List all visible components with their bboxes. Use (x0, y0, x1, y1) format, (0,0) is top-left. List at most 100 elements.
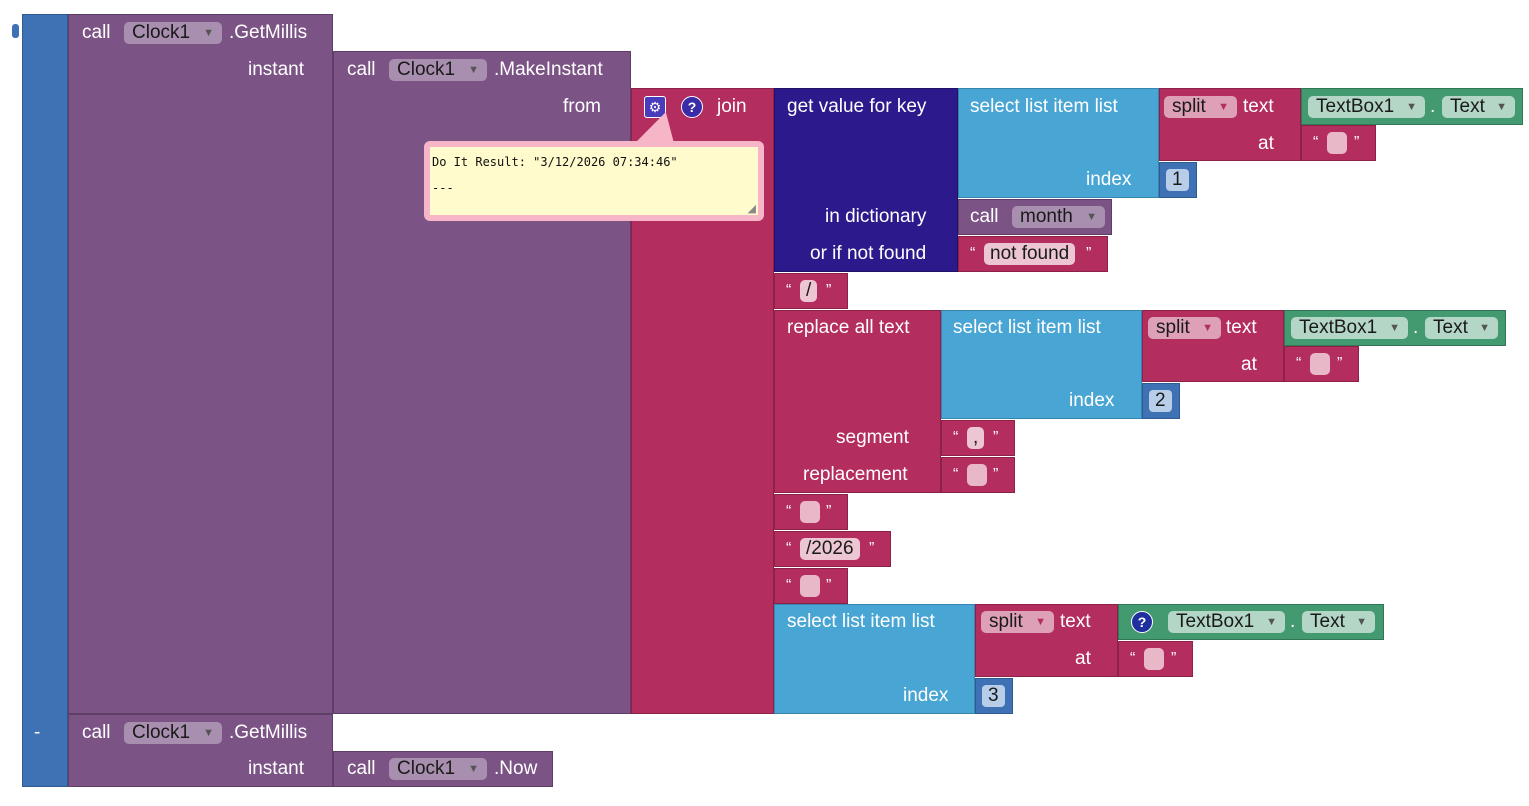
open-quote: “ (1296, 355, 1302, 372)
property-dropdown-text[interactable]: Text ▼ (1425, 317, 1498, 339)
string-value-empty[interactable] (967, 464, 987, 486)
open-quote: “ (953, 429, 959, 446)
join-label: join (717, 96, 747, 117)
select-list-label: select list item list (787, 611, 935, 632)
do-it-result-text: Do It Result: "3/12/2026 07:34:46" (432, 155, 678, 169)
property-dropdown-text[interactable]: Text ▼ (1442, 96, 1515, 118)
method-label: .MakeInstant (494, 59, 603, 80)
string-value-space[interactable] (800, 575, 820, 597)
dot-label: . (1413, 317, 1419, 338)
close-quote: ” (993, 429, 999, 446)
open-quote: “ (1313, 134, 1319, 151)
text-label: text (1226, 317, 1257, 338)
component-dropdown-clock1[interactable]: Clock1 ▼ (124, 22, 222, 44)
open-quote: “ (786, 503, 792, 520)
at-label: at (1258, 133, 1274, 154)
help-icon[interactable]: ? (681, 96, 703, 118)
number-value[interactable]: 3 (982, 685, 1005, 707)
chevron-down-icon: ▼ (1356, 616, 1367, 628)
chevron-down-icon: ▼ (1035, 616, 1046, 628)
call-label: call (347, 758, 376, 779)
close-quote: ” (1337, 355, 1343, 372)
close-quote: ” (1354, 134, 1360, 151)
string-value-comma[interactable]: , (967, 427, 985, 449)
select-list-label: select list item list (953, 317, 1101, 338)
dot-label: . (1290, 611, 1296, 632)
component-dropdown-textbox1[interactable]: TextBox1 ▼ (1168, 611, 1285, 633)
minus-operator: - (34, 722, 41, 743)
component-dropdown-textbox1[interactable]: TextBox1 ▼ (1308, 96, 1425, 118)
get-millis-block-1[interactable] (68, 14, 333, 714)
component-dropdown-clock1[interactable]: Clock1 ▼ (124, 722, 222, 744)
select-list-item-block-3[interactable] (774, 604, 975, 714)
clock-now-block[interactable] (333, 751, 553, 787)
gear-icon[interactable]: ⚙ (644, 96, 666, 118)
call-label: call (82, 22, 111, 43)
dot-label: . (1430, 96, 1436, 117)
string-value-year[interactable]: /2026 (800, 538, 860, 560)
index-label: index (1086, 169, 1132, 190)
string-value-slash[interactable]: / (800, 280, 818, 302)
replacement-label: replacement (803, 464, 908, 485)
procedure-dropdown-month[interactable]: month ▼ (1012, 206, 1105, 228)
string-value-not-found[interactable]: not found (984, 243, 1076, 265)
number-value[interactable]: 2 (1149, 390, 1172, 412)
open-quote: “ (1130, 650, 1136, 667)
chevron-down-icon: ▼ (468, 64, 479, 76)
replace-all-label: replace all text (787, 317, 910, 338)
resize-handle-icon[interactable]: ◢ (747, 203, 756, 215)
chevron-down-icon: ▼ (1218, 101, 1229, 113)
component-dropdown-textbox1[interactable]: TextBox1 ▼ (1291, 317, 1408, 339)
method-label: .GetMillis (229, 722, 308, 743)
string-block-space[interactable] (1118, 641, 1193, 677)
replace-all-block[interactable] (774, 310, 941, 493)
number-value[interactable]: 1 (1166, 169, 1189, 191)
do-it-result-separator: --- (432, 181, 454, 195)
open-quote: “ (786, 540, 792, 557)
method-label: .GetMillis (229, 22, 308, 43)
instant-label: instant (248, 59, 304, 80)
open-quote: “ (786, 282, 792, 299)
text-label: text (1060, 611, 1091, 632)
help-icon[interactable]: ? (1131, 611, 1153, 633)
component-dropdown-clock1[interactable]: Clock1 ▼ (389, 59, 487, 81)
select-list-item-block-2[interactable] (941, 310, 1142, 419)
select-list-label: select list item list (970, 96, 1118, 117)
chevron-down-icon: ▼ (203, 27, 214, 39)
call-label: call (82, 722, 111, 743)
chevron-down-icon: ▼ (203, 727, 214, 739)
call-label: call (347, 59, 376, 80)
do-it-result-bubble[interactable]: Do It Result: "3/12/2026 07:34:46" --- ◢ (424, 141, 764, 221)
dict-lookup-block[interactable] (774, 88, 958, 272)
subtract-block[interactable] (22, 14, 68, 787)
close-quote: ” (826, 282, 832, 299)
in-dictionary-label: in dictionary (825, 206, 927, 227)
split-dropdown[interactable]: split ▼ (981, 611, 1054, 633)
close-quote: ” (1086, 245, 1092, 262)
select-list-item-block-1[interactable] (958, 88, 1159, 198)
chevron-down-icon: ▼ (1266, 616, 1277, 628)
property-dropdown-text[interactable]: Text ▼ (1302, 611, 1375, 633)
split-dropdown[interactable]: split ▼ (1148, 317, 1221, 339)
close-quote: ” (869, 540, 875, 557)
split-dropdown[interactable]: split ▼ (1164, 96, 1237, 118)
chevron-down-icon: ▼ (1086, 211, 1097, 223)
chevron-down-icon: ▼ (1496, 101, 1507, 113)
segment-label: segment (836, 427, 909, 448)
call-month-block[interactable] (958, 199, 1112, 235)
close-quote: ” (993, 466, 999, 483)
get-millis-block-2[interactable] (68, 714, 333, 787)
chevron-down-icon: ▼ (468, 763, 479, 775)
component-dropdown-clock1[interactable]: Clock1 ▼ (389, 758, 487, 780)
do-it-result-content: Do It Result: "3/12/2026 07:34:46" --- (430, 147, 758, 215)
open-quote: “ (786, 577, 792, 594)
instant-label: instant (248, 758, 304, 779)
string-value-space[interactable] (1310, 353, 1330, 375)
string-value-space[interactable] (1327, 132, 1347, 154)
string-value-space[interactable] (800, 501, 820, 523)
string-value-space[interactable] (1144, 648, 1164, 670)
number-block-2[interactable] (1142, 383, 1180, 419)
chevron-down-icon: ▼ (1389, 322, 1400, 334)
method-label: .Now (494, 758, 538, 779)
chevron-down-icon: ▼ (1406, 101, 1417, 113)
